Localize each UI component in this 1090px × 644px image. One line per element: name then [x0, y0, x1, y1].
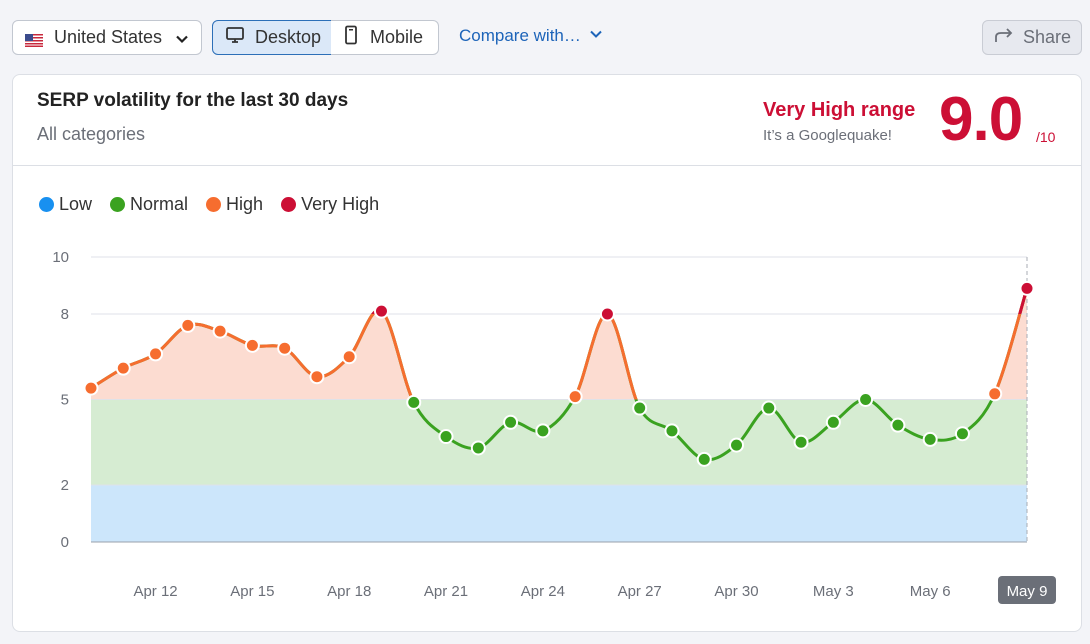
volatility-card: SERP volatility for the last 30 days All… — [12, 74, 1082, 632]
compare-label: Compare with… — [459, 26, 581, 45]
data-point — [83, 380, 99, 396]
x-tick-label: May 3 — [813, 583, 854, 600]
legend-item-high[interactable]: High — [206, 194, 263, 215]
legend-dot-high — [206, 197, 222, 212]
data-point — [244, 337, 260, 353]
legend-dot-low — [39, 197, 54, 212]
data-point — [309, 369, 325, 385]
data-point — [632, 400, 648, 416]
device-mobile-button[interactable]: Mobile — [331, 20, 439, 55]
phone-icon — [342, 25, 370, 50]
data-point — [954, 426, 970, 442]
data-point — [470, 440, 486, 456]
data-point — [341, 349, 357, 365]
data-point — [729, 437, 745, 453]
x-tick-label: Apr 18 — [327, 583, 371, 600]
country-selector[interactable]: United States — [12, 20, 202, 55]
data-point — [987, 386, 1003, 402]
legend-label-very-high: Very High — [301, 194, 380, 214]
device-desktop-button[interactable]: Desktop — [212, 20, 332, 55]
y-tick-label: 0 — [61, 534, 69, 551]
data-point — [535, 423, 551, 439]
legend-label-high: High — [226, 194, 264, 214]
y-tick-label: 8 — [61, 306, 69, 323]
y-tick-label: 5 — [61, 392, 69, 409]
x-tick-highlight — [998, 576, 1056, 604]
device-mobile-label: Mobile — [370, 27, 424, 47]
data-point — [858, 392, 874, 407]
data-point — [567, 389, 583, 405]
y-tick-label: 10 — [52, 249, 69, 266]
card-header: SERP volatility for the last 30 days All… — [13, 75, 1081, 166]
data-point — [922, 431, 938, 447]
volatility-chart: 0 2 5 8 10 Apr 12 Apr 15 Apr 18 Apr 21 Apr 24 Apr … — [52, 249, 1056, 604]
data-point — [664, 423, 680, 439]
x-tick-label: May 6 — [910, 583, 951, 600]
range-description: It’s a Googlequake! — [763, 127, 892, 144]
data-point — [599, 306, 615, 322]
legend-label-normal: Normal — [130, 194, 189, 214]
share-arrow-icon — [993, 26, 1023, 49]
data-point — [793, 434, 809, 450]
data-point — [212, 323, 228, 339]
data-point — [148, 346, 164, 362]
y-tick-label: 2 — [61, 477, 69, 494]
range-label: Very High range — [763, 99, 916, 121]
chevron-down-icon — [581, 26, 603, 46]
x-tick-label: Apr 24 — [521, 583, 565, 600]
x-tick-label: Apr 15 — [230, 583, 274, 600]
data-point — [761, 400, 777, 416]
legend-item-low[interactable]: Low — [39, 194, 92, 215]
share-label: Share — [1023, 27, 1072, 47]
x-tick-label: Apr 27 — [618, 583, 662, 600]
high-area — [91, 288, 1027, 400]
us-flag-icon — [25, 31, 43, 47]
legend-dot-very-high — [281, 197, 297, 212]
legend-label-low: Low — [59, 194, 93, 214]
chart-legend: Low Normal High Very High — [39, 194, 397, 215]
band-low — [91, 485, 1027, 542]
compare-with-dropdown[interactable]: Compare with… — [459, 26, 603, 46]
share-button[interactable]: Share — [982, 20, 1082, 55]
data-point — [890, 417, 906, 433]
legend-dot-normal — [110, 197, 126, 212]
monitor-icon — [225, 25, 255, 50]
category-label: All categories — [37, 124, 146, 144]
data-point — [696, 451, 712, 467]
score-max: /10 — [1036, 129, 1056, 145]
data-point — [180, 317, 196, 333]
x-tick-label: Apr 21 — [424, 583, 468, 600]
data-point — [406, 394, 422, 410]
data-point — [825, 414, 841, 430]
legend-item-normal[interactable]: Normal — [110, 194, 188, 215]
data-point — [373, 303, 389, 319]
data-point — [1019, 280, 1035, 296]
data-point — [277, 340, 293, 356]
legend-item-very-high[interactable]: Very High — [281, 194, 379, 215]
data-point — [115, 360, 131, 376]
card-title: SERP volatility for the last 30 days — [37, 90, 349, 111]
x-tick-label: Apr 30 — [714, 583, 758, 600]
country-label: United States — [54, 27, 163, 47]
band-normal — [91, 399, 1027, 485]
x-tick-label: Apr 12 — [133, 583, 177, 600]
data-point — [503, 414, 519, 430]
device-desktop-label: Desktop — [255, 27, 322, 47]
volatility-score: 9.0 — [939, 85, 1023, 154]
toolbar: United States Desktop Mobile Compare wit… — [0, 0, 1090, 74]
chevron-down-icon — [175, 30, 189, 51]
x-tick-label: May 9 — [1007, 583, 1048, 600]
data-point — [438, 429, 454, 445]
